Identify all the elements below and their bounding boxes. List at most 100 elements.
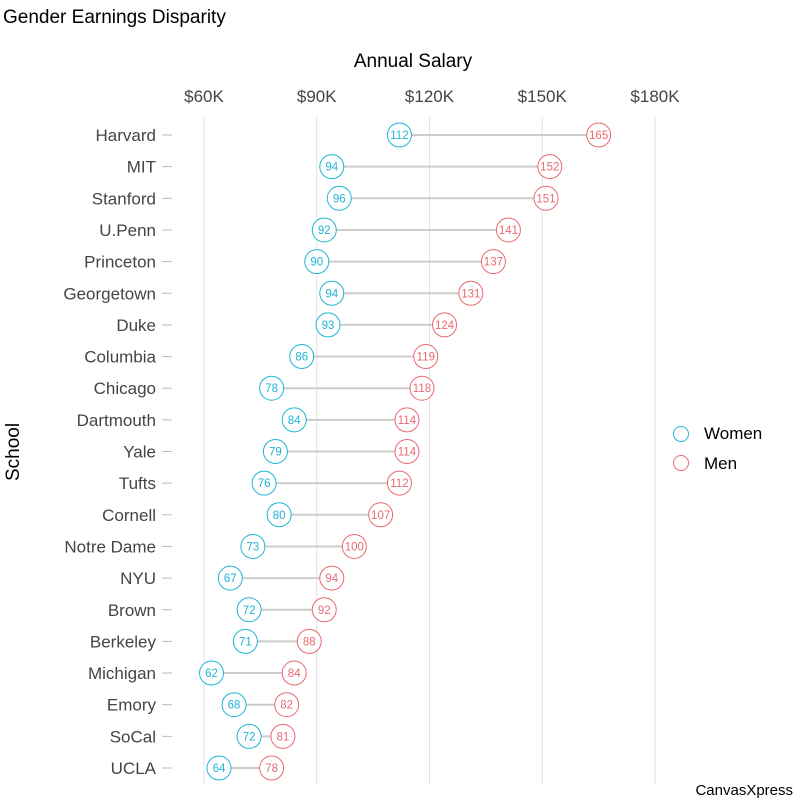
y-category-label: Yale xyxy=(123,443,156,462)
data-point-women[interactable]: 72 xyxy=(236,597,262,623)
point-marker-men xyxy=(311,597,337,623)
point-value-label: 62 xyxy=(205,668,218,680)
data-point-men[interactable]: 78 xyxy=(259,755,285,781)
y-category-label: Brown xyxy=(108,601,156,620)
point-value-label: 114 xyxy=(398,415,417,427)
point-marker-women xyxy=(221,692,247,718)
y-category-label: SoCal xyxy=(110,727,156,746)
y-category-label: Dartmouth xyxy=(77,411,156,430)
point-marker-men xyxy=(480,249,506,275)
data-point-women[interactable]: 76 xyxy=(251,470,277,496)
data-point-women[interactable]: 79 xyxy=(262,439,288,464)
y-category-label: Columbia xyxy=(84,348,156,367)
data-point-men[interactable]: 114 xyxy=(394,407,420,433)
legend-item-men[interactable]: Men xyxy=(673,454,738,473)
data-point-men[interactable]: 114 xyxy=(394,439,420,464)
data-point-men[interactable]: 88 xyxy=(296,628,322,654)
x-tick-label: $120K xyxy=(405,87,455,106)
data-point-men[interactable]: 112 xyxy=(386,470,412,496)
data-point-men[interactable]: 137 xyxy=(480,249,506,275)
point-value-label: 67 xyxy=(224,573,237,585)
point-marker-women xyxy=(311,217,337,243)
point-value-label: 64 xyxy=(213,763,226,775)
point-value-label: 92 xyxy=(318,605,331,617)
data-point-women[interactable]: 68 xyxy=(221,692,247,718)
point-marker-women xyxy=(262,439,288,464)
data-point-men[interactable]: 118 xyxy=(409,375,435,401)
point-value-label: 84 xyxy=(288,415,301,427)
point-value-label: 119 xyxy=(417,352,435,364)
chart-title: Gender Earnings Disparity xyxy=(3,7,226,28)
point-value-label: 71 xyxy=(239,636,252,648)
data-point-men[interactable]: 84 xyxy=(281,660,307,686)
data-point-women[interactable]: 62 xyxy=(199,660,225,686)
data-point-women[interactable]: 96 xyxy=(326,185,352,211)
point-value-label: 72 xyxy=(243,731,256,743)
data-point-men[interactable]: 82 xyxy=(274,692,300,718)
point-marker-women xyxy=(319,280,345,306)
point-marker-women xyxy=(259,375,285,401)
data-point-women[interactable]: 90 xyxy=(304,249,330,275)
data-point-women[interactable]: 93 xyxy=(315,312,341,338)
data-point-men[interactable]: 81 xyxy=(270,723,296,749)
y-category-label: U.Penn xyxy=(99,221,156,240)
point-marker-women xyxy=(304,249,330,275)
point-marker-women xyxy=(319,154,345,180)
point-value-label: 131 xyxy=(461,288,480,300)
point-marker-women xyxy=(199,660,225,686)
data-point-women[interactable]: 67 xyxy=(217,565,243,591)
data-point-men[interactable]: 124 xyxy=(432,312,458,338)
data-point-women[interactable]: 71 xyxy=(232,628,258,654)
point-value-label: 82 xyxy=(280,700,293,712)
data-point-women[interactable]: 86 xyxy=(289,344,315,370)
data-point-women[interactable]: 80 xyxy=(266,502,292,528)
point-marker-men xyxy=(270,723,296,749)
x-axis-ticks: $60K $90K $120K $150K $180K xyxy=(184,87,680,106)
data-point-women[interactable]: 94 xyxy=(319,280,345,306)
legend-item-women[interactable]: Women xyxy=(673,424,763,443)
point-value-label: 137 xyxy=(484,257,503,269)
point-value-label: 73 xyxy=(246,541,259,553)
data-point-women[interactable]: 112 xyxy=(386,122,412,148)
data-point-women[interactable]: 78 xyxy=(259,375,285,401)
point-marker-men xyxy=(537,154,563,180)
data-point-women[interactable]: 64 xyxy=(206,755,232,781)
data-point-women[interactable]: 84 xyxy=(281,407,307,433)
data-point-men[interactable]: 165 xyxy=(586,122,612,148)
point-marker-women xyxy=(232,628,258,654)
data-point-men[interactable]: 107 xyxy=(368,502,394,528)
connectors xyxy=(223,134,587,769)
point-value-label: 93 xyxy=(322,320,335,332)
point-marker-women xyxy=(251,470,277,496)
x-tick-label: $60K xyxy=(184,87,224,106)
point-marker-men xyxy=(341,533,367,559)
point-value-label: 152 xyxy=(540,162,559,174)
data-point-women[interactable]: 72 xyxy=(236,723,262,749)
y-category-label: Chicago xyxy=(94,379,156,398)
y-category-label: Cornell xyxy=(102,506,156,525)
point-marker-men xyxy=(259,755,285,781)
data-point-men[interactable]: 100 xyxy=(341,533,367,559)
data-point-women[interactable]: 94 xyxy=(319,154,345,180)
data-point-men[interactable]: 141 xyxy=(495,217,521,243)
point-value-label: 112 xyxy=(390,130,408,142)
point-value-label: 92 xyxy=(318,225,331,237)
data-point-men[interactable]: 131 xyxy=(458,280,484,306)
data-point-men[interactable]: 92 xyxy=(311,597,337,623)
data-point-men[interactable]: 152 xyxy=(537,154,563,180)
point-marker-women xyxy=(281,407,307,433)
point-value-label: 96 xyxy=(333,193,346,205)
y-axis-categories: Harvard MIT Stanford U.Penn Princeton Georget… xyxy=(63,126,172,778)
data-point-men[interactable]: 151 xyxy=(533,185,559,211)
data-point-women[interactable]: 73 xyxy=(240,533,266,559)
point-value-label: 80 xyxy=(273,510,286,522)
data-point-men[interactable]: 119 xyxy=(413,344,439,370)
y-category-label: Stanford xyxy=(92,189,156,208)
point-value-label: 68 xyxy=(228,700,241,712)
point-value-label: 81 xyxy=(277,731,290,743)
point-marker-men xyxy=(533,185,559,211)
data-point-women[interactable]: 92 xyxy=(311,217,337,243)
data-point-men[interactable]: 94 xyxy=(319,565,345,591)
point-marker-women xyxy=(315,312,341,338)
point-marker-men xyxy=(274,692,300,718)
